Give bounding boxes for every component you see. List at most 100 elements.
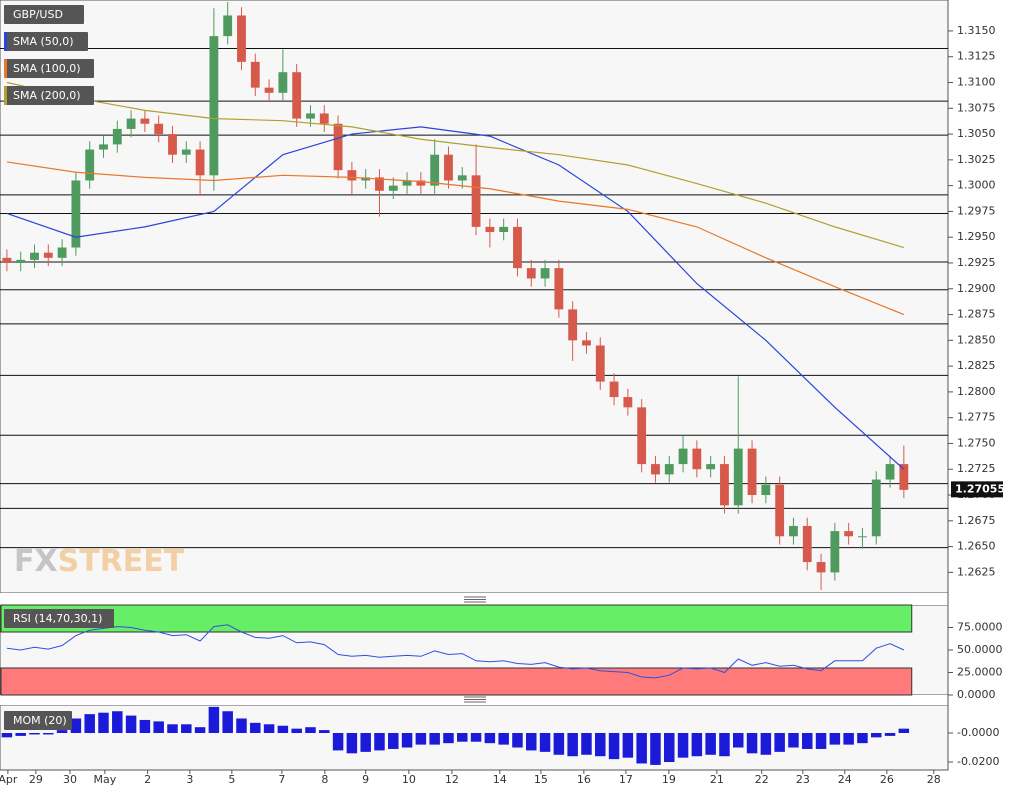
candle-body [747, 448, 757, 496]
legend-swatch [4, 59, 7, 78]
legend-label: RSI (14,70,30,1) [13, 612, 102, 625]
mom-bar [415, 733, 427, 745]
candle-body [706, 464, 716, 470]
mom-bar [291, 728, 302, 734]
mom-bar [84, 714, 95, 734]
y-tick-label: 1.2975 [957, 204, 996, 217]
mom-bar [788, 733, 799, 748]
candle-body [651, 464, 660, 475]
candle-body [802, 525, 812, 563]
mom-bar [815, 733, 827, 749]
mom-bar [43, 733, 54, 735]
x-tick-label: 14 [493, 773, 507, 786]
candle-body [513, 226, 522, 269]
mom-bar [70, 718, 82, 734]
mom-bar [457, 733, 468, 742]
mom-bar [167, 724, 178, 734]
y-tick-label: 1.2875 [957, 308, 996, 321]
mom-bar [650, 733, 661, 765]
x-tick-label: 8 [321, 773, 328, 786]
x-tick-label: 21 [710, 773, 724, 786]
candle-body [154, 123, 164, 135]
candle-body [278, 72, 288, 93]
mom-bar [733, 733, 744, 748]
y-tick-label: 1.2800 [957, 385, 996, 398]
overbought-band [0, 604, 913, 633]
candle-body [471, 175, 481, 227]
legend-label: SMA (50,0) [13, 35, 74, 48]
candle-body [126, 118, 136, 129]
x-tick-label: 5 [228, 773, 235, 786]
candle-body [444, 154, 453, 181]
candle-body [885, 464, 895, 480]
mom-bar [470, 733, 482, 742]
candle-body [775, 484, 785, 537]
mom-bar [484, 733, 496, 744]
mom-bar [705, 733, 716, 755]
candle-body [554, 268, 564, 310]
mom-bar [346, 733, 358, 754]
mom-bar [56, 730, 68, 734]
mom-bar [746, 733, 758, 754]
candle-body [181, 149, 191, 155]
last-price-label: 1.27055 [955, 482, 1005, 495]
candle-body [637, 407, 647, 465]
y-tick-label: 1.3050 [957, 127, 996, 140]
x-tick-label: 15 [534, 773, 548, 786]
candle-body [347, 170, 357, 181]
candle-body [816, 562, 826, 573]
watermark-street: STREET [58, 544, 185, 579]
candle-body [430, 154, 440, 186]
candle-body [264, 87, 274, 93]
candle-body [844, 531, 854, 537]
x-tick-label: 19 [662, 773, 676, 786]
candle-body [830, 531, 840, 573]
y-tick-label: 1.3075 [957, 101, 996, 114]
mom-bar [526, 733, 537, 751]
candle-body [582, 340, 591, 346]
candle-body [609, 381, 619, 398]
y-tick-label: 1.2625 [957, 565, 996, 578]
candle-body [457, 175, 467, 181]
mom-bar [622, 733, 634, 758]
mom-bar [222, 711, 233, 734]
y-tick-label: 1.2825 [957, 359, 996, 372]
candle-body [416, 180, 426, 186]
candle-body [623, 397, 633, 408]
candle-body [858, 536, 867, 538]
mom-bar [305, 727, 316, 734]
legend-box [4, 86, 94, 105]
candle-body [195, 149, 205, 176]
mom-bar [719, 733, 730, 757]
y-tick-label: 1.2725 [957, 462, 996, 475]
resize-handle[interactable] [464, 596, 486, 703]
y-tick-label: 1.2950 [957, 230, 996, 243]
y-tick-label: 1.3150 [957, 24, 996, 37]
legend-box [4, 609, 114, 628]
watermark-fx: FX [14, 544, 58, 579]
candle-body [402, 180, 412, 186]
candle-body [789, 525, 798, 537]
candle-body [485, 226, 495, 233]
mom-bar [829, 733, 841, 745]
x-tick-label: 23 [796, 773, 810, 786]
mom-bar [512, 733, 523, 748]
candle-body [71, 180, 81, 248]
mom-bar [636, 733, 647, 764]
sma-line [6, 81, 905, 249]
x-tick-label: 24 [838, 773, 852, 786]
y-tick-label: 1.3000 [957, 179, 996, 192]
mom-bar [774, 733, 785, 752]
candle-body [526, 268, 536, 279]
mom-bar [319, 730, 330, 734]
y-tick-label: 1.2925 [957, 256, 996, 269]
candle-body [223, 15, 233, 37]
candle-body [595, 345, 605, 382]
legend-box [4, 32, 88, 51]
mom-bar [181, 724, 192, 734]
x-tick-label: May [93, 773, 116, 786]
y-tick-label: 1.2850 [957, 333, 996, 346]
candle-body [692, 448, 702, 470]
x-tick-label: 17 [619, 773, 633, 786]
legend-box [4, 711, 72, 730]
